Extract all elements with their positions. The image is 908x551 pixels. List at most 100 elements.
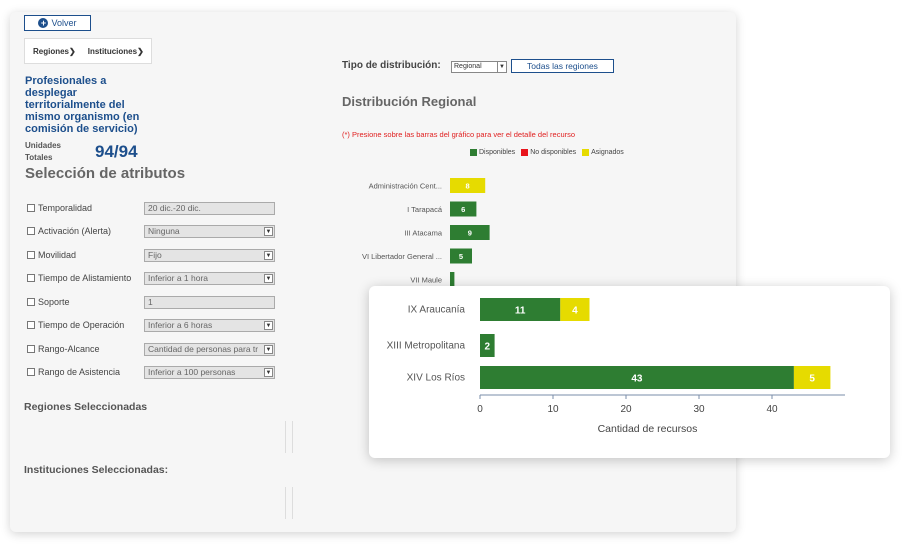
bar-value-label: 9 — [468, 229, 472, 238]
divider — [285, 487, 286, 519]
attribute-checkbox[interactable] — [27, 321, 35, 329]
attribute-label: Rango de Asistencia — [38, 367, 121, 377]
attribute-input[interactable]: 1 — [144, 295, 275, 309]
divider — [285, 421, 286, 453]
instituciones-seleccionadas-heading: Instituciones Seleccionadas: — [24, 464, 169, 476]
instituciones-dropdown[interactable]: Instituciones❯ — [88, 47, 144, 56]
summary-title: Profesionales a desplegar territorialmen… — [25, 75, 140, 135]
chevron-down-icon: ▼ — [264, 367, 273, 377]
attribute-value: 1 — [148, 296, 153, 307]
attribute-checkbox[interactable] — [27, 204, 35, 212]
attribute-value: Inferior a 100 personas — [148, 366, 236, 377]
divider — [292, 487, 293, 519]
attribute-value: Cantidad de personas para tr — [148, 343, 259, 354]
bar-value-label: 11 — [515, 306, 526, 317]
chevron-down-icon: ▼ — [264, 250, 273, 260]
attribute-checkbox[interactable] — [27, 227, 35, 235]
attribute-row: Tiempo de Alistamiento Inferior a 1 hora ▼ — [27, 271, 277, 285]
legend-label: Disponibles — [479, 149, 516, 156]
category-label: VII Maule — [410, 276, 442, 285]
attribute-checkbox[interactable] — [27, 251, 35, 259]
bar-disponibles[interactable] — [450, 201, 477, 217]
todas-regiones-button[interactable]: Todas las regiones — [511, 59, 614, 73]
attribute-select[interactable]: Inferior a 1 hora ▼ — [144, 271, 275, 285]
regional-bar-chart: Administración Cent... 8 I Tarapacá 6 III At… — [362, 178, 490, 287]
category-label: I Tarapacá — [407, 205, 443, 214]
x-tick-label: 10 — [547, 404, 559, 415]
attribute-select[interactable]: Inferior a 6 horas ▼ — [144, 318, 275, 332]
bar-disponibles[interactable] — [480, 366, 794, 389]
bar-asignados[interactable] — [450, 178, 486, 193]
chevron-down-icon: ▼ — [264, 320, 273, 330]
bar-value-label: 2 — [485, 342, 491, 353]
bar-disponibles[interactable] — [480, 298, 561, 321]
bar-asignados[interactable] — [560, 298, 590, 321]
attribute-row: Rango de Asistencia Inferior a 100 person… — [27, 365, 277, 379]
attributes-title: Selección de atributos — [25, 165, 186, 182]
regiones-dropdown[interactable]: Regiones❯ — [33, 47, 76, 56]
category-label: Administración Cent... — [369, 182, 442, 191]
bar-disponibles[interactable] — [450, 248, 472, 264]
attribute-checkbox[interactable] — [27, 368, 35, 376]
attribute-row: Soporte 1 — [27, 295, 277, 309]
distribucion-note: (*) Presione sobre las barras del gráfic… — [342, 130, 576, 139]
attribute-label: Temporalidad — [38, 203, 93, 213]
attribute-select[interactable]: Fijo ▼ — [144, 248, 275, 262]
bar-asignados[interactable] — [793, 366, 831, 389]
tipo-distribucion-select[interactable]: Regional ▼ — [451, 61, 507, 73]
filter-bar: Regiones❯ Instituciones❯ — [24, 38, 152, 64]
chart-legend: Disponibles No disponibles Asignados — [470, 149, 624, 156]
instituciones-label: Instituciones — [87, 46, 138, 56]
attribute-row: Tiempo de Operación Inferior a 6 horas ▼ — [27, 318, 277, 332]
attribute-row: Movilidad Fijo ▼ — [27, 248, 277, 262]
attribute-label: Tiempo de Alistamiento — [38, 273, 132, 283]
volver-button[interactable]: + Volver — [24, 15, 91, 31]
attribute-label: Rango-Alcance — [38, 344, 100, 354]
attribute-select[interactable]: Ninguna ▼ — [144, 224, 275, 238]
bar-disponibles[interactable] — [480, 334, 495, 357]
unidades-value: 94/94 — [95, 142, 138, 161]
bar-disponibles[interactable] — [450, 225, 490, 240]
bar-value-label: 5 — [809, 374, 815, 385]
attribute-select[interactable]: Cantidad de personas para tr ▼ — [144, 342, 275, 356]
x-tick-label: 20 — [620, 404, 632, 415]
attribute-label: Movilidad — [38, 250, 77, 260]
legend-item[interactable]: No disponibles — [521, 149, 576, 156]
attribute-value: Inferior a 6 horas — [148, 319, 213, 330]
x-tick-label: 0 — [477, 404, 483, 415]
regiones-seleccionadas-heading: Regiones Seleccionadas — [24, 401, 148, 413]
attribute-row: Activación (Alerta) Ninguna ▼ — [27, 224, 277, 238]
unidades-label: Unidades Totales — [25, 141, 62, 162]
legend-item[interactable]: Asignados — [582, 149, 624, 156]
zoomed-chart-card: IX Araucanía 11 4 XIII Metropolitana 2 XIV Lo… — [369, 286, 890, 458]
legend-item[interactable]: Disponibles — [470, 149, 515, 156]
bar-disponibles[interactable] — [450, 272, 455, 287]
tipo-distribucion-value: Regional — [454, 63, 482, 70]
divider — [292, 421, 293, 453]
category-label: III Atacama — [404, 229, 442, 238]
chevron-down-icon: ▼ — [264, 226, 273, 236]
x-tick-label: 30 — [693, 404, 705, 415]
chevron-down-icon: ❯ — [137, 46, 144, 56]
attribute-checkbox[interactable] — [27, 274, 35, 282]
attribute-label: Soporte — [38, 297, 70, 307]
chevron-down-icon: ▼ — [264, 273, 273, 283]
attribute-row: Rango-Alcance Cantidad de personas para t… — [27, 342, 277, 356]
plus-circle-icon: + — [38, 18, 49, 28]
category-label: XIII Metropolitana — [387, 341, 466, 352]
attribute-value: Fijo — [148, 249, 162, 260]
attribute-label: Activación (Alerta) — [38, 226, 112, 236]
legend-label: Asignados — [591, 149, 624, 156]
attribute-value: 20 dic.-20 dic. — [148, 202, 201, 213]
attribute-select[interactable]: Inferior a 100 personas ▼ — [144, 365, 275, 379]
chevron-down-icon: ▼ — [264, 344, 273, 354]
distribucion-title: Distribución Regional — [342, 94, 477, 109]
x-axis-label: Cantidad de recursos — [598, 423, 698, 435]
legend-label: No disponibles — [530, 149, 577, 156]
attribute-input[interactable]: 20 dic.-20 dic. — [144, 201, 275, 215]
attribute-checkbox[interactable] — [27, 298, 35, 306]
attribute-checkbox[interactable] — [27, 345, 35, 353]
attribute-label: Tiempo de Operación — [38, 320, 125, 330]
x-tick-label: 40 — [766, 404, 778, 415]
